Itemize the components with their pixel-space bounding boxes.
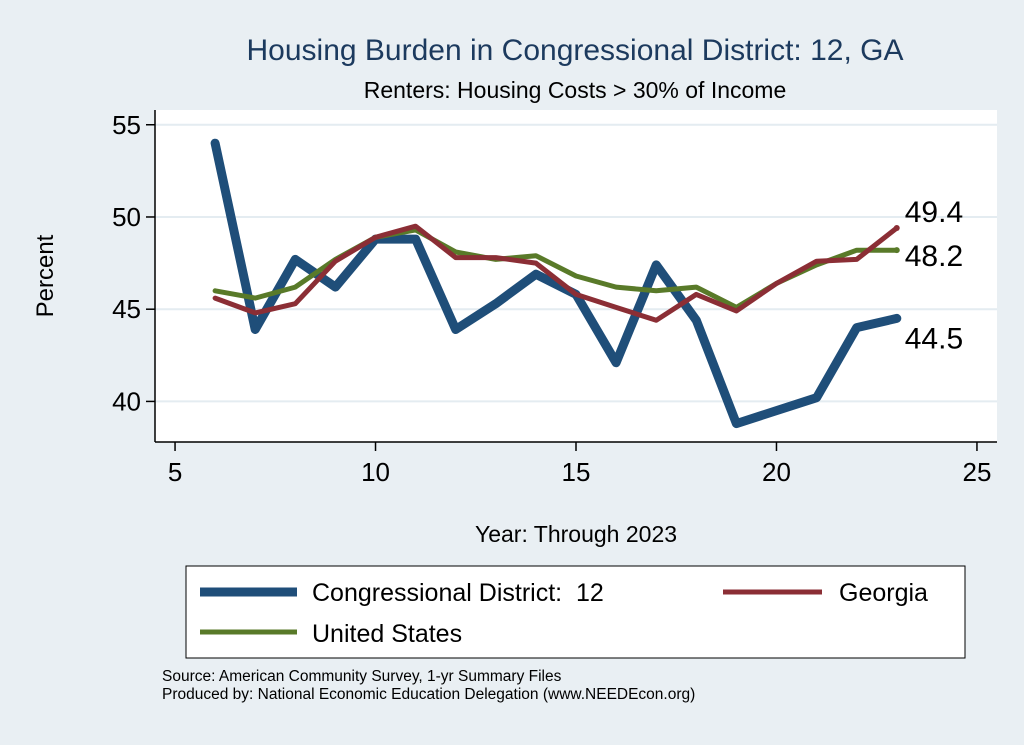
x-axis-label: Year: Through 2023 — [475, 521, 677, 547]
source-line: Source: American Community Survey, 1-yr … — [162, 668, 562, 685]
y-tick-label: 45 — [112, 294, 141, 324]
x-tick-label: 20 — [762, 457, 791, 487]
end-value-label: 49.4 — [905, 196, 963, 229]
x-tick-label: 10 — [361, 457, 390, 487]
chart-subtitle: Renters: Housing Costs > 30% of Income — [364, 77, 787, 103]
y-tick-label: 50 — [112, 202, 141, 232]
legend-entry-georgia: Georgia — [723, 579, 928, 607]
end-value-label: 48.2 — [905, 240, 963, 273]
producer-line: Produced by: National Economic Education… — [162, 686, 696, 703]
series-layer — [210, 138, 902, 429]
y-tick-label: 55 — [112, 110, 141, 140]
x-tick-label: 25 — [962, 457, 991, 487]
series-line-congressional-district-12 — [210, 138, 902, 429]
legend-entry-district: Congressional District: 12 — [200, 579, 604, 607]
legend-label-united-states: United States — [312, 620, 462, 648]
end-label-layer: 44.5 49.4 48.2 — [905, 196, 963, 355]
x-tick-label: 5 — [168, 457, 182, 487]
legend-label-district: Congressional District: 12 — [312, 579, 604, 607]
chart-title: Housing Burden in Congressional District… — [247, 34, 904, 67]
legend-box — [185, 565, 966, 659]
legend-label-georgia: Georgia — [839, 579, 928, 607]
x-tick-label: 15 — [562, 457, 591, 487]
grid-layer — [155, 123, 997, 403]
y-axis-label: Percent — [32, 234, 59, 317]
series-line-georgia — [212, 223, 900, 323]
legend-entry-united-states: United States — [200, 620, 462, 648]
y-tick-label: 40 — [112, 386, 141, 416]
end-value-label: 44.5 — [905, 322, 963, 355]
series-end-point — [893, 247, 900, 254]
series-end-point — [893, 225, 900, 232]
series-end-point — [893, 315, 900, 322]
